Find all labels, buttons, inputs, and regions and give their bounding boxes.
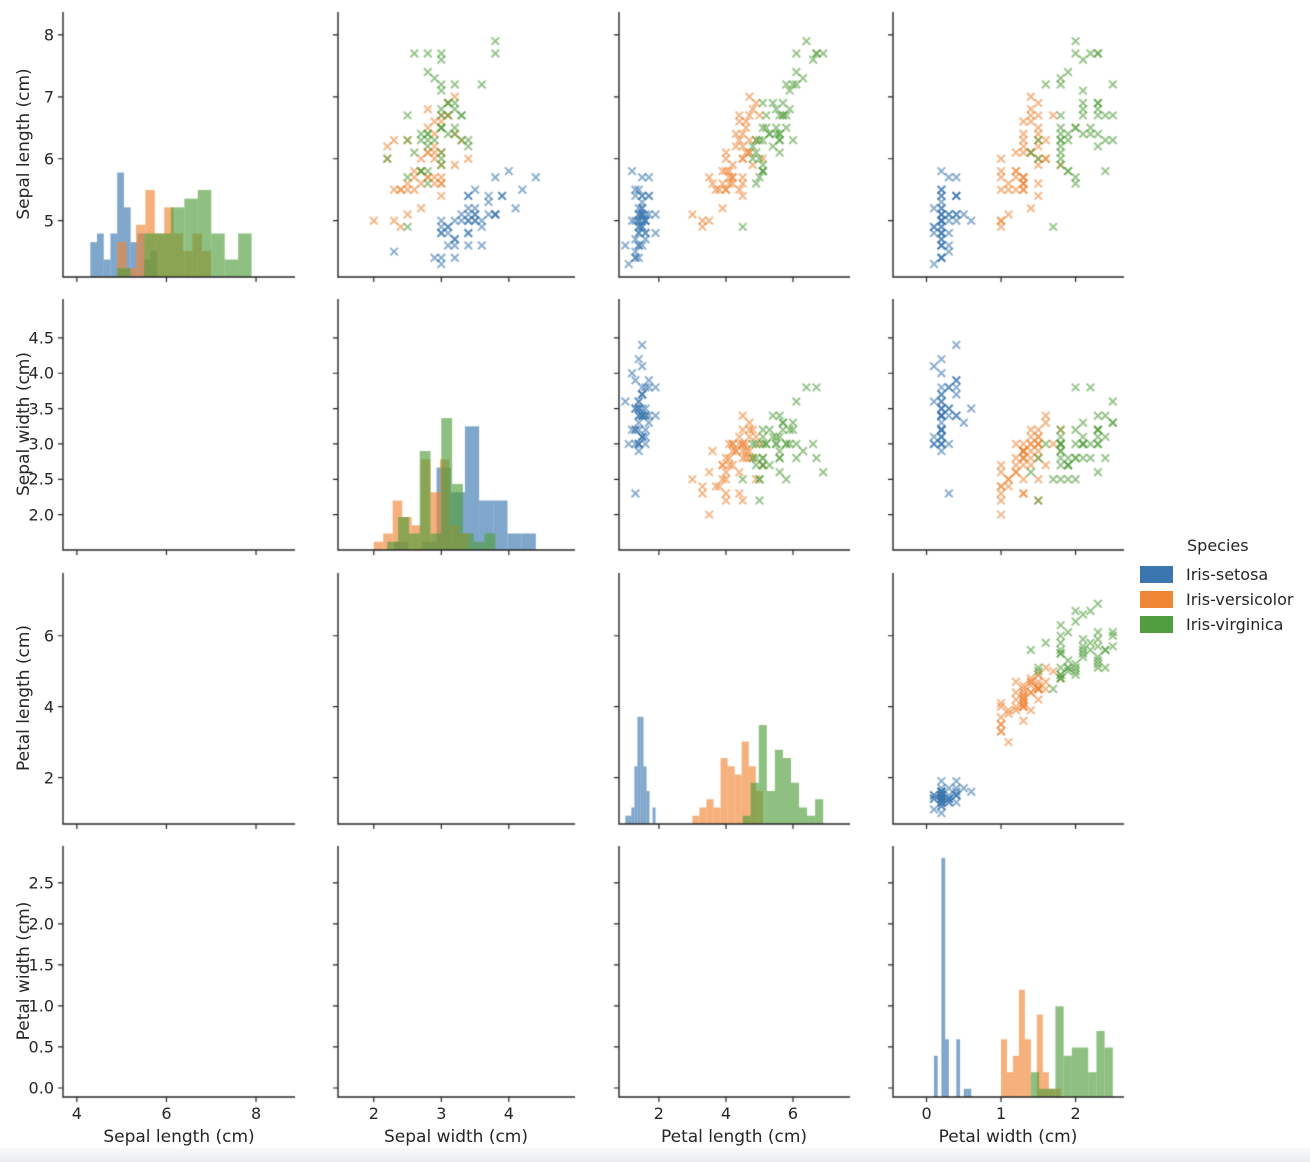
legend-label-versicolor: Iris-versicolor <box>1186 590 1294 609</box>
y-tick-label: 0.5 <box>28 1037 54 1057</box>
y-tick-label: 7 <box>43 87 54 107</box>
x-axis-label-petal-width: Petal width (cm) <box>938 1127 1078 1147</box>
legend-item-versicolor: Iris-versicolor <box>1140 587 1310 612</box>
legend-swatch-setosa <box>1140 566 1173 583</box>
x-axis-label-sepal-length: Sepal length (cm) <box>103 1127 255 1147</box>
x-tick-label: 2 <box>653 1104 664 1123</box>
y-tick-label: 3.0 <box>28 434 54 454</box>
x-axis-label-petal-length: Petal length (cm) <box>660 1127 808 1147</box>
y-axis-label-sepal-length: Sepal length (cm) <box>14 68 34 220</box>
y-tick-label: 4 <box>43 697 54 717</box>
x-tick-label: 6 <box>161 1104 172 1123</box>
y-tick-label: 2.5 <box>28 873 54 893</box>
x-tick-label: 8 <box>250 1104 262 1123</box>
y-tick-label: 6 <box>43 149 54 169</box>
x-axis-label-sepal-width: Sepal width (cm) <box>383 1127 529 1147</box>
y-tick-label: 2 <box>43 768 54 788</box>
legend-swatch-versicolor <box>1140 591 1173 608</box>
y-tick-label: 3.5 <box>28 399 54 419</box>
x-tick-label: 1 <box>995 1104 1007 1123</box>
y-tick-label: 2.0 <box>28 505 54 525</box>
x-tick-label: 2 <box>1070 1104 1081 1123</box>
y-tick-label: 5 <box>43 211 54 231</box>
x-tick-label: 0 <box>921 1104 932 1123</box>
legend: Species Iris-setosa Iris-versicolor Iris… <box>1140 536 1310 637</box>
x-tick-label: 4 <box>503 1104 514 1123</box>
x-tick-label: 3 <box>436 1104 447 1123</box>
x-tick-label: 4 <box>71 1104 82 1123</box>
y-tick-label: 1.5 <box>28 955 54 975</box>
y-tick-label: 0.0 <box>28 1078 54 1098</box>
x-tick-label: 2 <box>368 1104 379 1123</box>
legend-title: Species <box>1187 536 1249 555</box>
legend-label-setosa: Iris-setosa <box>1186 565 1269 584</box>
x-tick-label: 6 <box>787 1104 799 1123</box>
y-tick-label: 4.0 <box>28 363 54 383</box>
y-tick-label: 4.5 <box>28 328 54 348</box>
legend-swatch-virginica <box>1140 616 1173 633</box>
bottom-strip <box>0 1148 1310 1162</box>
y-axis-label-petal-length: Petal length (cm) <box>14 624 34 772</box>
y-tick-label: 1.0 <box>28 996 54 1016</box>
y-tick-label: 2.0 <box>28 914 54 934</box>
x-tick-label: 4 <box>720 1104 732 1123</box>
y-tick-label: 6 <box>43 626 54 646</box>
legend-item-virginica: Iris-virginica <box>1140 612 1310 637</box>
y-tick-label: 2.5 <box>28 469 54 489</box>
legend-item-setosa: Iris-setosa <box>1140 562 1310 587</box>
y-tick-label: 8 <box>43 25 54 45</box>
legend-label-virginica: Iris-virginica <box>1186 615 1284 634</box>
